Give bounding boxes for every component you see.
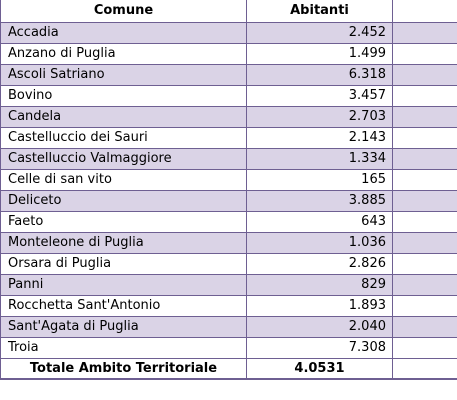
comune-cell: Deliceto	[0, 189, 247, 212]
abitanti-cell: 2.040	[246, 315, 393, 338]
abitanti-cell: 2.703	[246, 105, 393, 128]
table-body: Accadia 2.452 Anzano di Puglia 1.499 Ascoli …	[0, 21, 457, 359]
empty-cell	[392, 294, 457, 317]
abitanti-cell: 6.318	[246, 63, 393, 86]
abitanti-cell: 1.334	[246, 147, 393, 170]
empty-cell	[392, 63, 457, 86]
table-row: Troia 7.308	[0, 336, 457, 359]
empty-cell	[392, 147, 457, 170]
table-row: Anzano di Puglia 1.499	[0, 42, 457, 65]
comune-cell: Castelluccio Valmaggiore	[0, 147, 247, 170]
comune-cell: Rocchetta Sant'Antonio	[0, 294, 247, 317]
table-row: Accadia 2.452	[0, 21, 457, 44]
empty-cell	[392, 189, 457, 212]
empty-cell	[392, 105, 457, 128]
total-empty-cell	[392, 357, 457, 380]
comune-cell: Accadia	[0, 21, 247, 44]
comune-cell: Troia	[0, 336, 247, 359]
table-row: Castelluccio Valmaggiore 1.334	[0, 147, 457, 170]
table-row: Bovino 3.457	[0, 84, 457, 107]
comune-cell: Panni	[0, 273, 247, 296]
empty-cell	[392, 336, 457, 359]
abitanti-cell: 643	[246, 210, 393, 233]
abitanti-cell: 2.826	[246, 252, 393, 275]
total-label: Totale Ambito Territoriale	[0, 357, 247, 380]
comune-cell: Bovino	[0, 84, 247, 107]
comune-cell: Monteleone di Puglia	[0, 231, 247, 254]
empty-cell	[392, 126, 457, 149]
abitanti-cell: 2.452	[246, 21, 393, 44]
empty-cell	[392, 42, 457, 65]
abitanti-cell: 1.499	[246, 42, 393, 65]
abitanti-cell: 829	[246, 273, 393, 296]
abitanti-cell: 3.885	[246, 189, 393, 212]
abitanti-cell: 2.143	[246, 126, 393, 149]
comune-cell: Ascoli Satriano	[0, 63, 247, 86]
empty-cell	[392, 252, 457, 275]
comune-cell: Faeto	[0, 210, 247, 233]
comune-cell: Orsara di Puglia	[0, 252, 247, 275]
table-row: Celle di san vito 165	[0, 168, 457, 191]
abitanti-cell: 1.036	[246, 231, 393, 254]
table-row: Rocchetta Sant'Antonio 1.893	[0, 294, 457, 317]
comune-cell: Sant'Agata di Puglia	[0, 315, 247, 338]
total-row: Totale Ambito Territoriale 4.0531	[0, 357, 457, 380]
empty-cell	[392, 231, 457, 254]
table-row: Panni 829	[0, 273, 457, 296]
abitanti-cell: 7.308	[246, 336, 393, 359]
table-row: Castelluccio dei Sauri 2.143	[0, 126, 457, 149]
abitanti-cell: 1.893	[246, 294, 393, 317]
empty-cell	[392, 273, 457, 296]
table-row: Ascoli Satriano 6.318	[0, 63, 457, 86]
table-row: Deliceto 3.885	[0, 189, 457, 212]
comune-cell: Castelluccio dei Sauri	[0, 126, 247, 149]
empty-cell	[392, 21, 457, 44]
abitanti-cell: 165	[246, 168, 393, 191]
empty-cell	[392, 168, 457, 191]
header-row: Comune Abitanti	[0, 0, 457, 23]
table-row: Monteleone di Puglia 1.036	[0, 231, 457, 254]
population-table: Comune Abitanti Accadia 2.452 Anzano di Pu…	[0, 0, 457, 380]
comune-cell: Celle di san vito	[0, 168, 247, 191]
comune-cell: Anzano di Puglia	[0, 42, 247, 65]
total-value: 4.0531	[246, 357, 393, 380]
header-abitanti: Abitanti	[246, 0, 393, 23]
abitanti-cell: 3.457	[246, 84, 393, 107]
empty-cell	[392, 315, 457, 338]
header-empty	[392, 0, 457, 23]
header-comune: Comune	[0, 0, 247, 23]
table-row: Orsara di Puglia 2.826	[0, 252, 457, 275]
empty-cell	[392, 210, 457, 233]
table-row: Faeto 643	[0, 210, 457, 233]
empty-cell	[392, 84, 457, 107]
table-row: Candela 2.703	[0, 105, 457, 128]
table-row: Sant'Agata di Puglia 2.040	[0, 315, 457, 338]
comune-cell: Candela	[0, 105, 247, 128]
